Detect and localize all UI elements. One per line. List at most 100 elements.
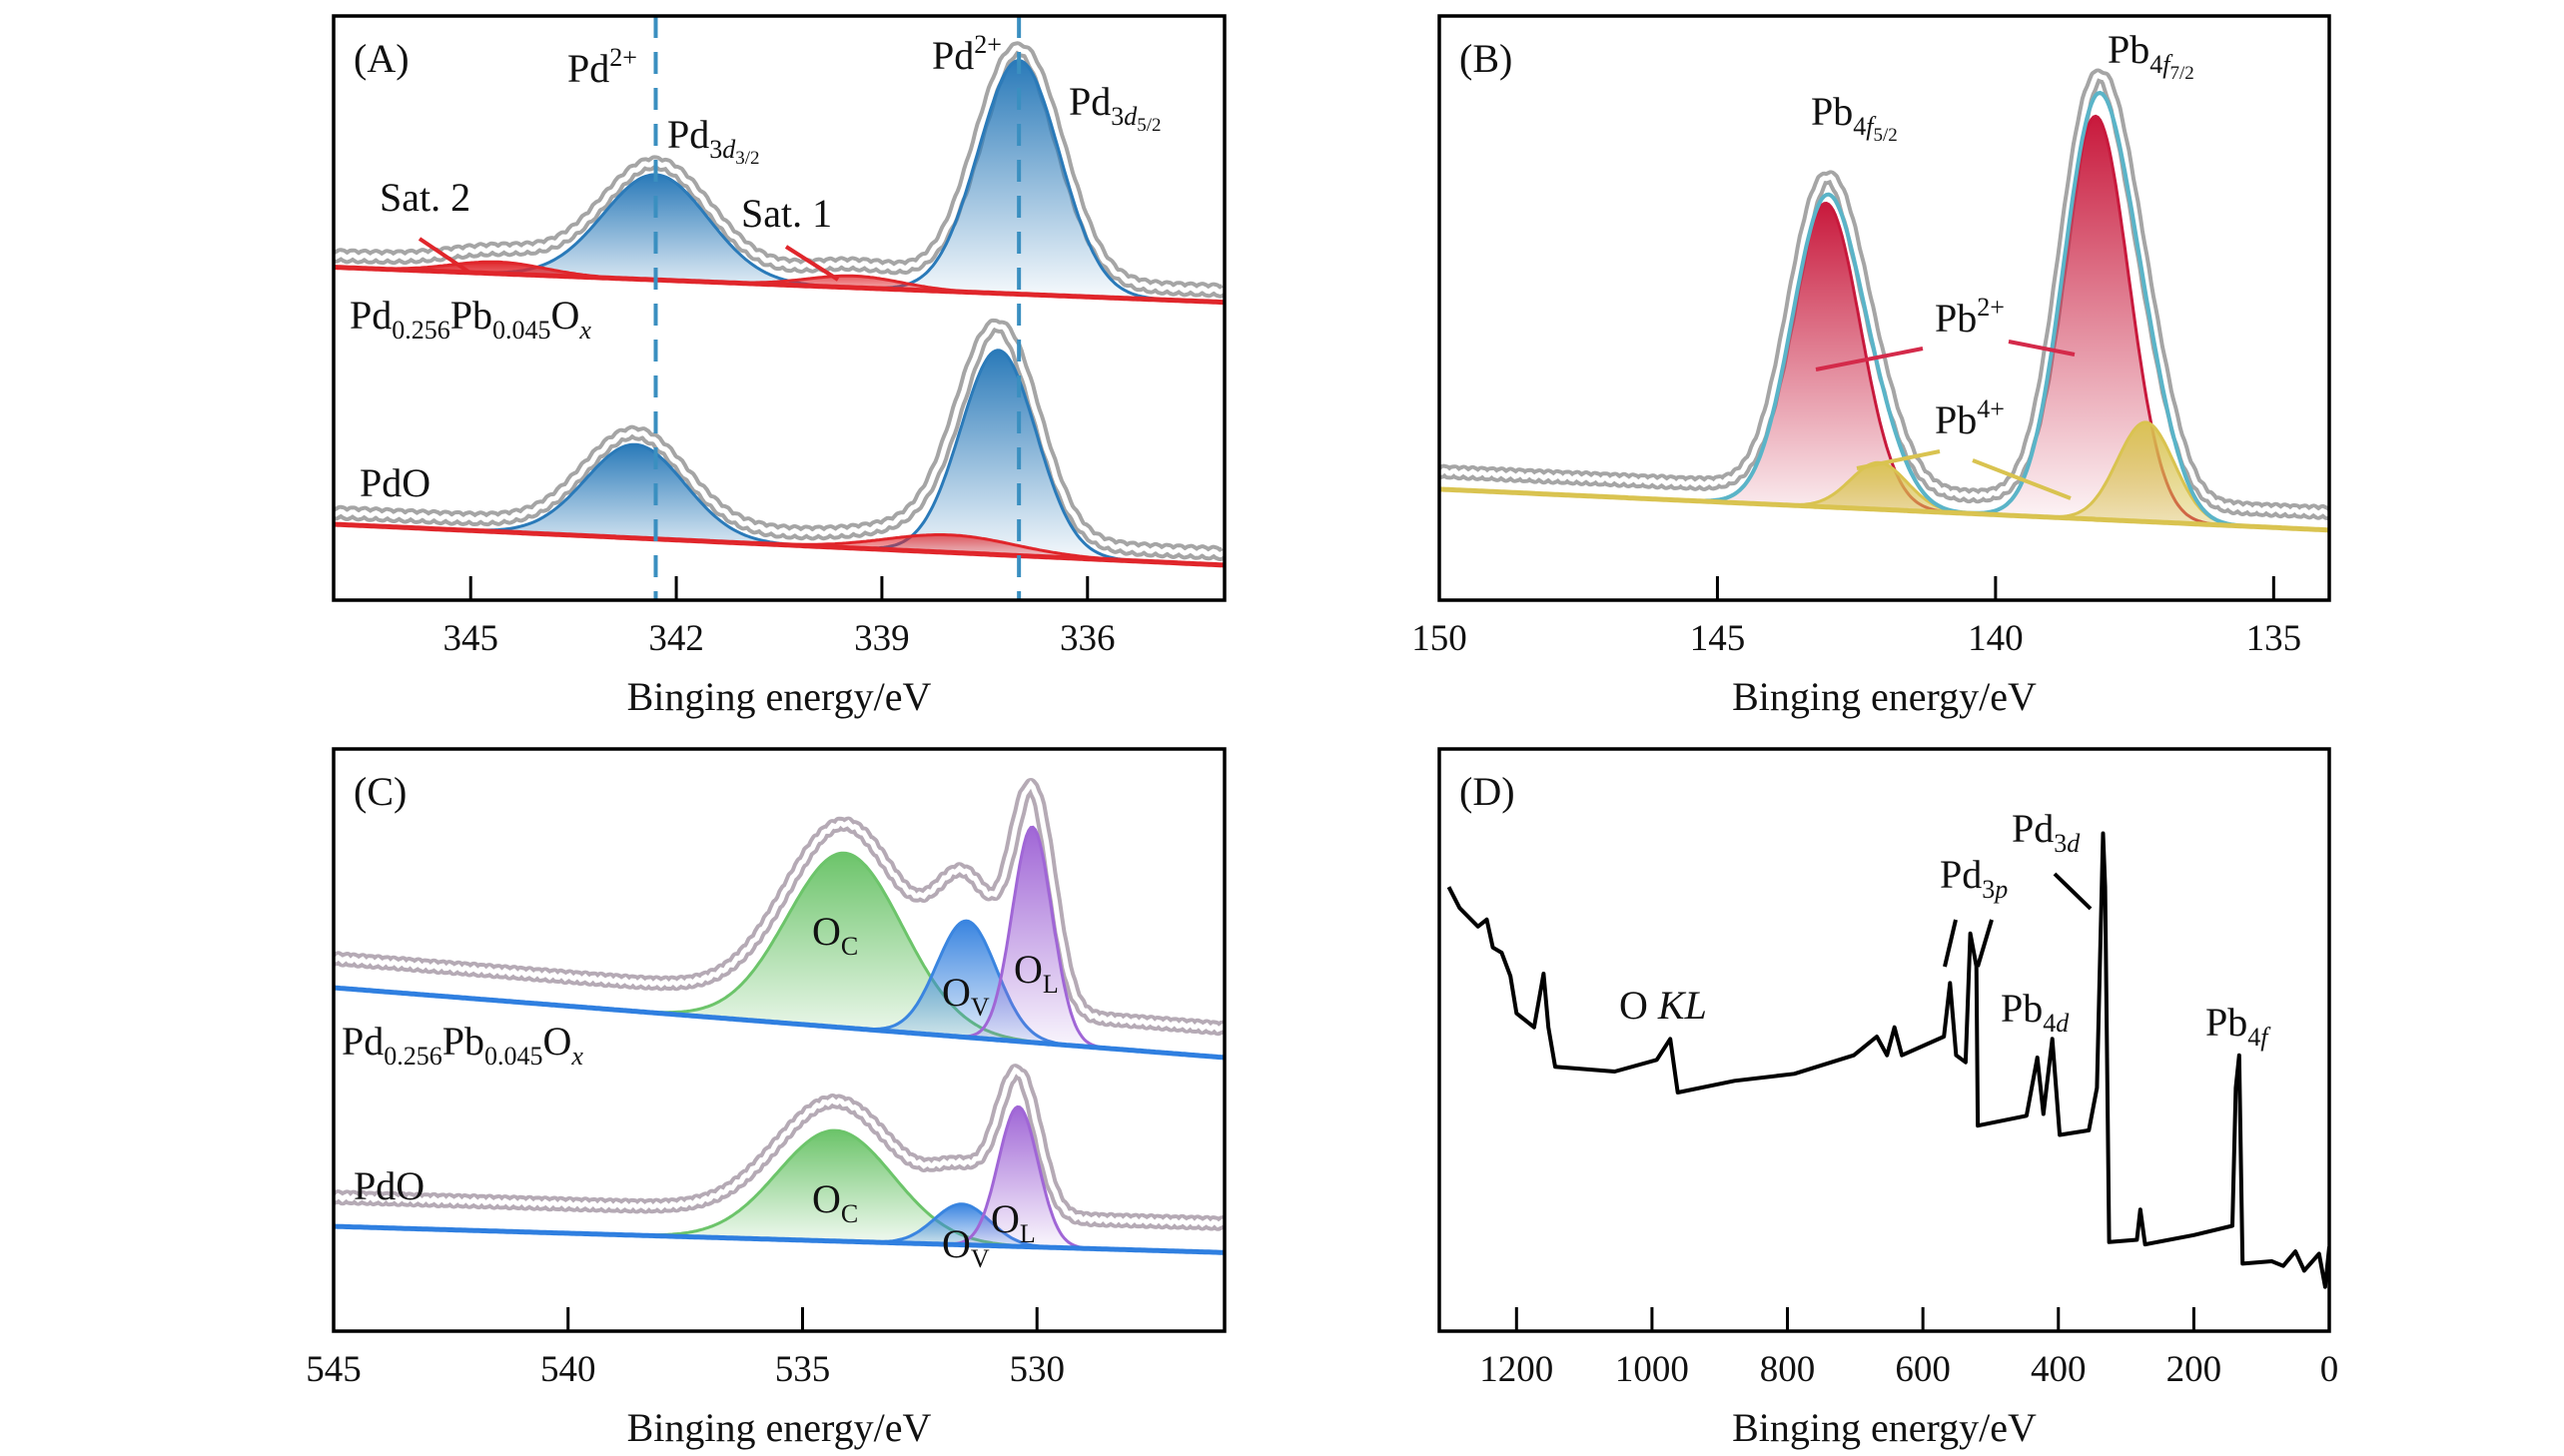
annotation-part: O xyxy=(942,970,971,1015)
annotation-part: Pd xyxy=(1069,79,1111,124)
annotation-part: KL xyxy=(1657,983,1707,1028)
x-tick-label: 135 xyxy=(2246,618,2302,659)
background-line-2 xyxy=(334,1223,1225,1255)
x-axis-title: Binging energy/eV xyxy=(627,1405,932,1450)
x-axis-title: Binging energy/eV xyxy=(627,674,932,719)
plot-area xyxy=(334,16,1225,600)
annotation-pb4f52: Pb4f5/2 xyxy=(1811,89,1898,146)
annotation-leader-line xyxy=(1972,458,2072,500)
x-tick-label: 800 xyxy=(1760,1349,1816,1390)
annotation-part: Sat. 2 xyxy=(380,175,470,220)
background-line-1 xyxy=(1439,486,2329,533)
x-axis-title: Binging energy/eV xyxy=(1732,1405,2037,1450)
x-tick-label: 1200 xyxy=(1479,1349,1553,1390)
annotation-part: Pb xyxy=(2108,27,2149,72)
annotation-part: 2+ xyxy=(1977,293,2005,322)
plot-frame xyxy=(332,747,1227,1333)
annotation-part: Pb xyxy=(450,293,492,338)
annotation-leader-line xyxy=(418,237,470,274)
plot-frame xyxy=(1437,747,2331,1333)
annotation-ol2: OL xyxy=(991,1196,1036,1248)
x-tick-label: 540 xyxy=(540,1349,596,1390)
annotation-part: d xyxy=(722,135,736,164)
annotation-part: 0.256 xyxy=(384,1042,442,1071)
annotation-leader-line xyxy=(1943,919,1958,968)
fit-peak-1-2 xyxy=(334,60,1225,303)
raw-data-inner-1 xyxy=(1439,72,2329,517)
annotation-part: O xyxy=(543,1019,572,1064)
annotation-leader-line xyxy=(2053,872,2093,911)
annotation-part: O xyxy=(991,1196,1020,1241)
x-tick-label: 530 xyxy=(1009,1349,1065,1390)
annotation-part: 3 xyxy=(2054,829,2067,858)
annotation-part: O xyxy=(942,1221,971,1266)
panel-label: (B) xyxy=(1459,36,1512,81)
annotation-part: 3 xyxy=(709,135,722,164)
annotation-part: Pb xyxy=(1935,397,1977,442)
annotation-part: 3 xyxy=(1111,102,1124,131)
annotation-part: O xyxy=(551,293,580,338)
panel-label: (C) xyxy=(354,769,407,814)
annotation-part: Pd xyxy=(932,33,974,78)
annotation-part: Pb xyxy=(442,1019,484,1064)
annotation-pd3p: Pd3p xyxy=(1940,852,2008,904)
annotation-leader-line xyxy=(1856,449,1941,470)
annotation-leader-line xyxy=(784,245,840,282)
fit-peak-1-3 xyxy=(334,827,1225,1058)
x-tick-label: 145 xyxy=(1690,618,1746,659)
annotation-sampleC2: PdO xyxy=(354,1163,425,1208)
annotation-part: 0.045 xyxy=(492,316,551,345)
annotation-pb2: Pb2+ xyxy=(1935,293,2005,341)
fit-peak-2-1 xyxy=(334,1130,1225,1253)
panel-d: 1200 1000 800 600 400 200 0 Binging energy/eV (D… xyxy=(1437,747,2338,1450)
annotation-part: PdO xyxy=(360,460,430,505)
fit-peak-2-2 xyxy=(334,350,1225,565)
annotation-part: d xyxy=(1124,102,1138,131)
annotation-part: 4 xyxy=(1853,112,1866,141)
annotation-part: f xyxy=(1866,112,1877,141)
annotation-part: Pd xyxy=(667,112,709,157)
annotation-part: C xyxy=(841,932,858,961)
background-line-1 xyxy=(334,985,1225,1061)
annotation-part: C xyxy=(841,1199,858,1228)
survey-spectrum-line xyxy=(1446,831,2329,1289)
annotation-part: O xyxy=(1014,947,1043,992)
annotation-part: 2+ xyxy=(609,43,637,72)
x-tick-label: 545 xyxy=(306,1349,362,1390)
background-line-1 xyxy=(334,265,1225,306)
raw-data-inner-1 xyxy=(334,45,1225,295)
annotation-leader-line xyxy=(1976,919,1994,968)
annotation-pd3d32: Pd3d3/2 xyxy=(667,112,760,169)
annotation-pd3d: Pd3d xyxy=(2012,806,2081,858)
annotation-part: L xyxy=(1043,970,1059,999)
x-tick-label: 400 xyxy=(2031,1349,2087,1390)
annotation-sat2: Sat. 2 xyxy=(380,175,470,220)
annotation-part: x xyxy=(570,1042,583,1071)
annotation-part: 3 xyxy=(1982,875,1995,904)
annotation-part: Pb xyxy=(2205,1000,2247,1045)
annotation-part: Pd xyxy=(2012,806,2054,851)
x-tick-label: 342 xyxy=(648,618,704,659)
x-axis-title: Binging energy/eV xyxy=(1732,674,2037,719)
panel-label: (D) xyxy=(1459,769,1515,814)
annotation-pb4: Pb4+ xyxy=(1935,394,2005,442)
annotation-pb4d: Pb4d xyxy=(2001,986,2070,1038)
annotation-part: p xyxy=(1993,875,2008,904)
annotation-sampleA2: PdO xyxy=(360,460,430,505)
annotation-part: Pb xyxy=(2001,986,2043,1031)
annotation-part: Pd xyxy=(567,46,609,91)
plot-area xyxy=(334,778,1225,1255)
annotation-part: Pd xyxy=(350,293,392,338)
annotation-part: x xyxy=(578,316,591,345)
fit-peak-1-2 xyxy=(1439,116,2329,530)
x-tick-label: 1000 xyxy=(1615,1349,1689,1390)
annotation-pd2-left: Pd2+ xyxy=(567,43,637,91)
annotation-part: Pb xyxy=(1811,89,1853,134)
annotation-pd2-right: Pd2+ xyxy=(932,30,1002,78)
fit-peak-1-3 xyxy=(1439,462,2329,530)
annotation-part: V xyxy=(971,1244,990,1273)
plot-area xyxy=(1446,831,2329,1289)
